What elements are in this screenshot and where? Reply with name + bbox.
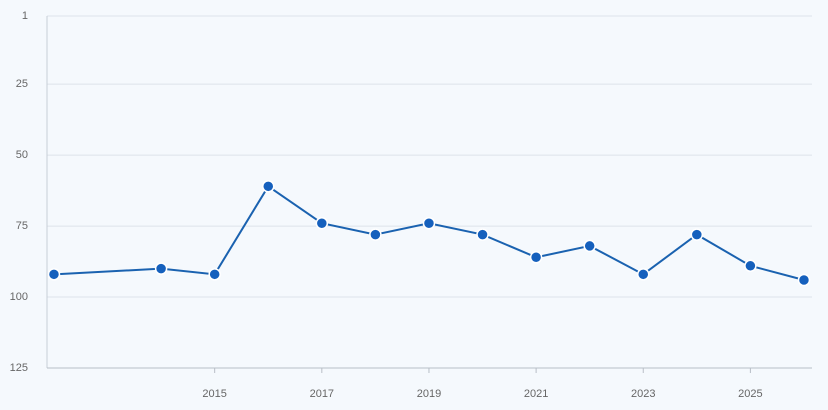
y-tick-label: 25	[16, 78, 28, 90]
point	[637, 268, 650, 281]
y-tick-label: 50	[16, 149, 28, 161]
x-tick-label: 2015	[202, 388, 226, 400]
x-tick-label: 2023	[631, 388, 655, 400]
point	[369, 228, 382, 241]
y-tick-label: 100	[10, 291, 28, 303]
point	[208, 268, 221, 281]
point	[529, 251, 543, 264]
x-tick-label: 2017	[310, 388, 334, 400]
point	[476, 228, 489, 241]
point	[690, 228, 704, 241]
point	[583, 239, 596, 253]
x-tick-label: 2021	[524, 388, 548, 400]
point	[154, 262, 168, 275]
y-tick-label: 125	[10, 362, 28, 374]
x-tick-label: 2019	[417, 388, 441, 400]
point	[797, 273, 811, 287]
point	[744, 259, 757, 273]
point	[315, 216, 329, 230]
y-tick-label: 1	[22, 10, 28, 22]
line	[53, 184, 805, 281]
point	[262, 180, 275, 193]
y-tick-label: 75	[16, 220, 28, 232]
point	[47, 268, 61, 281]
x-tick-label: 2025	[738, 388, 762, 400]
point	[422, 216, 436, 230]
